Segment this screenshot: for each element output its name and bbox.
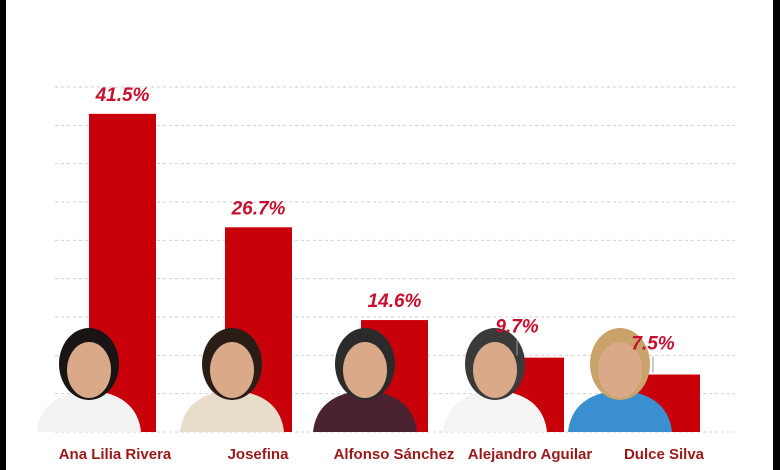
- photo-shoulders: [180, 390, 284, 432]
- x-tick-label: Josefina: [228, 446, 290, 463]
- photos: [37, 328, 672, 432]
- photo-shoulders: [443, 390, 547, 432]
- photo-shoulders: [37, 390, 141, 432]
- x-tick-label: Dulce Silva: [624, 446, 705, 463]
- left-border: [0, 0, 6, 470]
- value-label: 9.7%: [495, 317, 538, 338]
- value-label: 7.5%: [631, 334, 674, 355]
- x-tick-label: Alfonso Sánchez: [334, 446, 455, 463]
- photo-face: [473, 342, 517, 398]
- x-tick-label: Alejandro Aguilar: [468, 446, 593, 463]
- x-tick-label: Ana Lilia Rivera: [59, 446, 172, 463]
- value-label: 41.5%: [95, 85, 150, 106]
- photo-shoulders: [313, 390, 417, 432]
- value-label: 26.7%: [231, 198, 286, 219]
- right-border: [773, 0, 780, 470]
- photo-face: [343, 342, 387, 398]
- value-label: 14.6%: [368, 291, 422, 312]
- photo-face: [210, 342, 254, 398]
- photo-face: [67, 342, 111, 398]
- photo-face: [598, 342, 642, 398]
- labels: 41.5% Ana Lilia Rivera 26.7% Josefina 14.6% A…: [59, 85, 705, 463]
- photo-shoulders: [568, 390, 672, 432]
